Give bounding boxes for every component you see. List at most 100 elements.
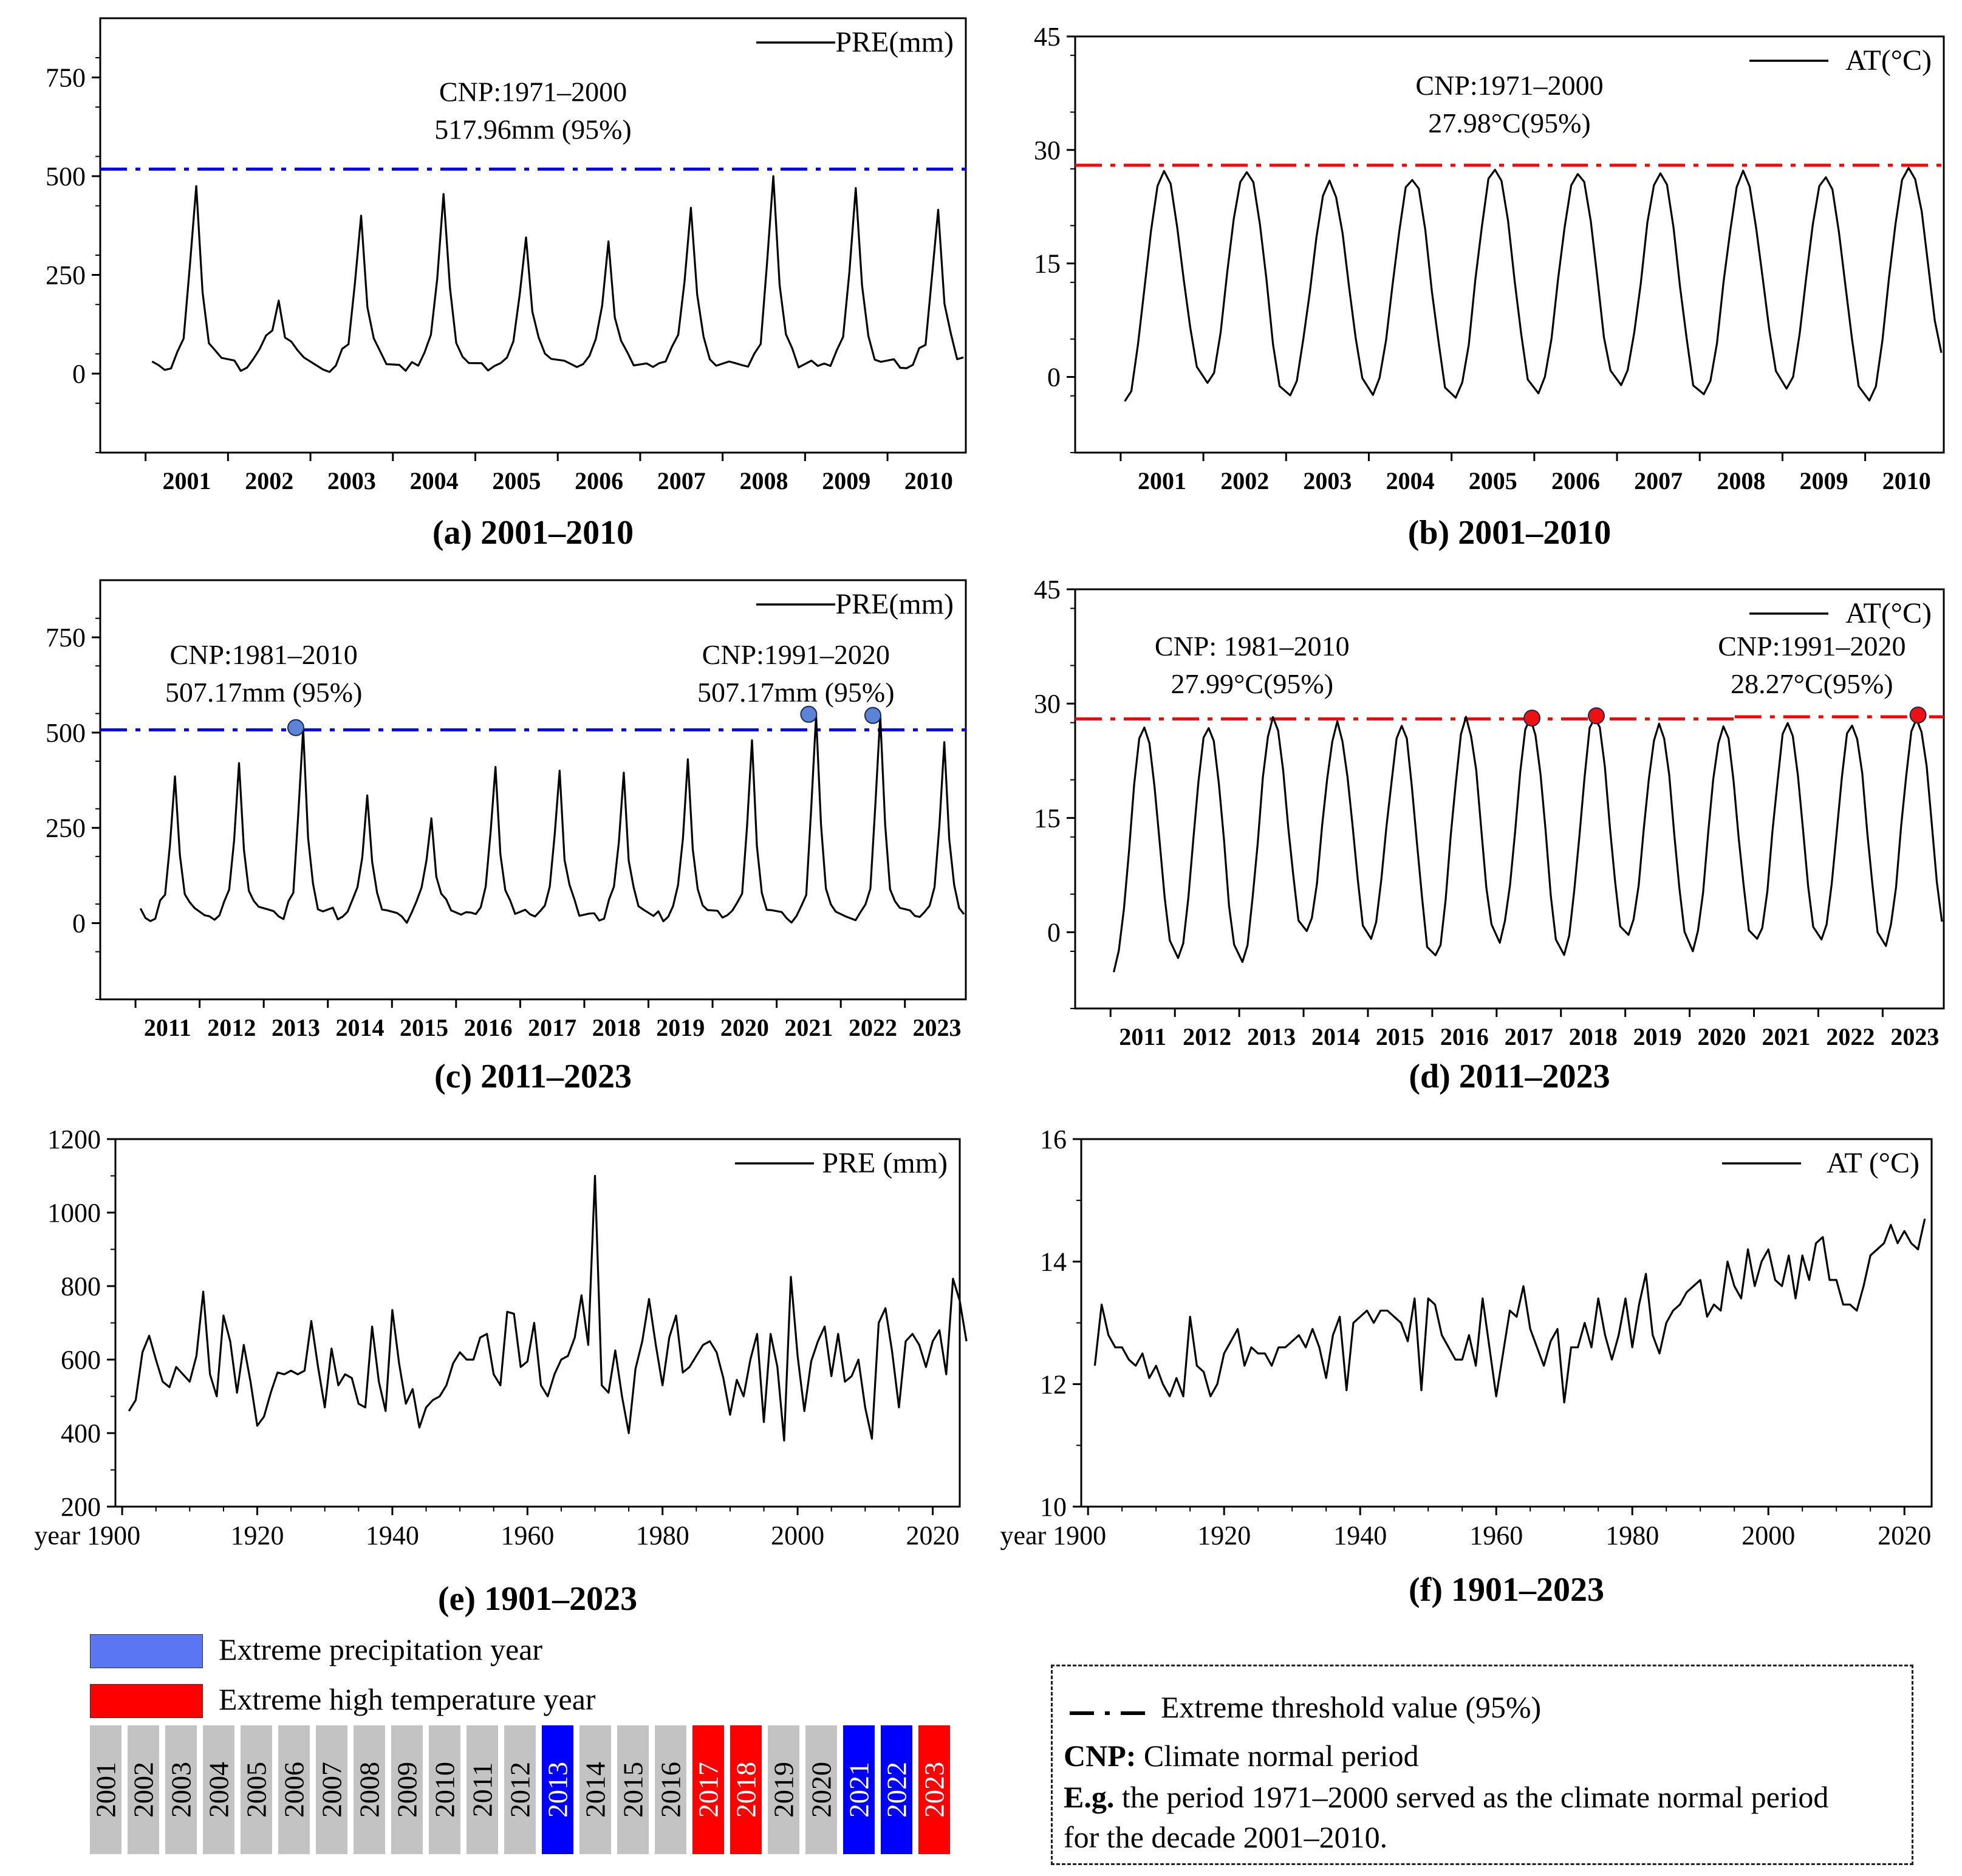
y-tick-label: 200 — [61, 1492, 101, 1522]
x-tick-label: 2001 — [1138, 467, 1186, 495]
y-tick-label: 14 — [1040, 1247, 1067, 1277]
panel-caption: (d) 2011–2023 — [1409, 1058, 1610, 1095]
x-tick-label: 2002 — [1220, 467, 1269, 495]
x-tick-label: 2020 — [906, 1521, 960, 1550]
x-tick-label: 2018 — [1569, 1023, 1618, 1050]
y-tick-label: 0 — [1047, 362, 1061, 392]
x-tick-label: 2006 — [1551, 467, 1600, 495]
x-tick-label: 2019 — [1633, 1023, 1682, 1050]
annotation-text: CNP: 1981–2010 — [1155, 631, 1350, 662]
extreme-marker-2022 — [864, 707, 881, 724]
y-tick-label: 45 — [1034, 22, 1061, 52]
panel-caption: (a) 2001–2010 — [432, 514, 634, 552]
x-tick-label: 2012 — [207, 1014, 256, 1041]
annotation-text: CNP:1971–2000 — [439, 77, 627, 108]
extreme-marker-2013 — [287, 719, 304, 736]
x-tick-label: 2014 — [1311, 1023, 1360, 1050]
y-tick-label: 750 — [46, 623, 86, 652]
x-tick-label: 2023 — [1890, 1023, 1939, 1050]
y-tick-label: 800 — [61, 1272, 101, 1301]
x-tick-label: 2020 — [1878, 1521, 1931, 1550]
x-tick-label: 2014 — [336, 1014, 385, 1041]
series-legend-label: PRE(mm) — [835, 26, 954, 58]
x-tick-label: 2021 — [784, 1014, 833, 1041]
y-tick-label: 10 — [1040, 1492, 1067, 1522]
x-tick-label: 1940 — [366, 1521, 419, 1550]
x-tick-label: 2005 — [1469, 467, 1517, 495]
x-tick-label: year 1900 — [34, 1521, 140, 1550]
extreme-marker-2018 — [1588, 707, 1605, 725]
chart-panel-e: 200 400 600 800 1000 1200 year 1900 1920 1940 196… — [34, 1125, 968, 1618]
chart-panel-b: 0 15 30 45 2001 2002 2003 2004 2005 2006 2007 2008 2… — [1034, 22, 1945, 552]
x-tick-label: 2000 — [1742, 1521, 1795, 1550]
x-tick-label: 2015 — [400, 1014, 448, 1041]
x-tick-label: 2011 — [1119, 1023, 1166, 1050]
x-tick-label: 2019 — [656, 1014, 705, 1041]
y-tick-label: 45 — [1034, 575, 1061, 604]
x-tick-label: 2021 — [1762, 1023, 1810, 1050]
x-tick-label: 1980 — [636, 1521, 689, 1550]
x-tick-label: 2010 — [1882, 467, 1931, 495]
x-tick-label: 2017 — [1505, 1023, 1553, 1050]
panel-caption: (e) 1901–2023 — [438, 1580, 637, 1618]
x-tick-label: 1980 — [1605, 1521, 1659, 1550]
plot-frame — [1074, 35, 1945, 454]
plot-frame — [1080, 1138, 1933, 1508]
x-tick-label: 2000 — [771, 1521, 824, 1550]
y-tick-label: 15 — [1034, 249, 1061, 279]
y-tick-label: 30 — [1034, 689, 1061, 719]
x-tick-label: 2017 — [528, 1014, 576, 1041]
series-line — [128, 1174, 968, 1442]
x-tick-label: 2020 — [720, 1014, 769, 1041]
extreme-marker-2017 — [1523, 710, 1541, 727]
y-tick-label: 1200 — [47, 1125, 101, 1154]
series-legend-label: PRE (mm) — [822, 1147, 948, 1179]
series-legend-label: AT(°C) — [1845, 44, 1932, 77]
x-tick-label: 2007 — [657, 467, 706, 495]
x-tick-label: 1920 — [231, 1521, 284, 1550]
x-tick-label: 1960 — [1469, 1521, 1523, 1550]
y-tick-label: 600 — [61, 1345, 101, 1375]
x-tick-label: 2001 — [163, 467, 211, 495]
x-tick-label: 2004 — [410, 467, 459, 495]
x-tick-label: 2008 — [1717, 467, 1765, 495]
annotation-text: 28.27°C(95%) — [1731, 668, 1893, 699]
series-line — [1093, 1218, 1926, 1404]
y-tick-label: 1000 — [47, 1198, 101, 1228]
x-tick-label: 2003 — [1303, 467, 1352, 495]
x-tick-label: 2018 — [592, 1014, 641, 1041]
x-tick-label: 1940 — [1333, 1521, 1387, 1550]
x-tick-label: year 1900 — [1000, 1521, 1106, 1550]
x-tick-label: 2007 — [1634, 467, 1683, 495]
plot-frame — [99, 579, 967, 1001]
y-tick-label: 400 — [61, 1419, 101, 1448]
y-tick-label: 250 — [46, 261, 86, 290]
y-tick-label: 750 — [46, 63, 86, 93]
chart-panel-a: 0 250 500 750 2001 2002 2003 2004 2005 2006 2007 20… — [46, 17, 967, 552]
series-line — [1124, 166, 1943, 402]
annotation-text: 517.96mm (95%) — [434, 114, 632, 145]
x-tick-label: 2009 — [1800, 467, 1848, 495]
plot-frame — [114, 1138, 961, 1508]
annotation-text: 27.99°C(95%) — [1171, 668, 1334, 699]
extreme-marker-2023 — [1909, 707, 1927, 724]
y-tick-label: 30 — [1034, 135, 1061, 165]
x-tick-label: 2022 — [1826, 1023, 1875, 1050]
y-tick-label: 0 — [72, 909, 86, 939]
panel-caption: (c) 2011–2023 — [434, 1058, 632, 1095]
x-tick-label: 2011 — [144, 1014, 191, 1041]
y-tick-label: 250 — [46, 813, 86, 843]
annotation-text: CNP:1971–2000 — [1415, 70, 1603, 101]
y-tick-label: 500 — [46, 162, 86, 191]
y-tick-label: 500 — [46, 718, 86, 748]
panel-caption: (b) 2001–2010 — [1408, 514, 1611, 552]
y-tick-label: 0 — [1047, 918, 1061, 948]
series-legend-label: AT (°C) — [1827, 1147, 1919, 1179]
series-line — [151, 175, 964, 373]
x-tick-label: 2009 — [822, 467, 870, 495]
x-tick-label: 2020 — [1698, 1023, 1746, 1050]
panel-caption: (f) 1901–2023 — [1409, 1571, 1604, 1609]
annotation-text: 507.17mm (95%) — [165, 677, 363, 708]
x-tick-label: 2012 — [1183, 1023, 1231, 1050]
